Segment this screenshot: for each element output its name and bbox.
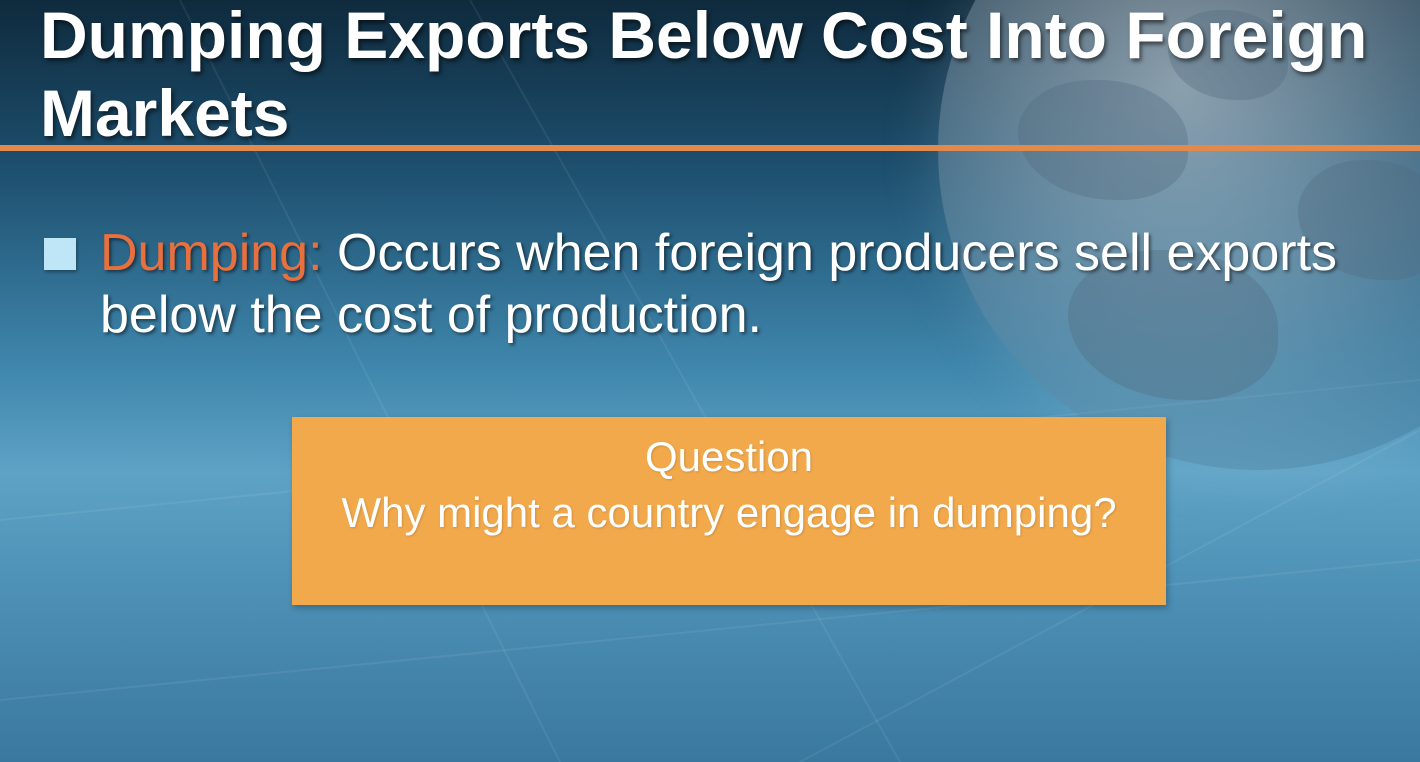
globe-graphic [938, 0, 1420, 470]
question-box: Question Why might a country engage in d… [292, 417, 1166, 605]
title-divider [0, 145, 1420, 151]
bullet-term: Dumping: [100, 224, 323, 282]
bullet-definition: Occurs when foreign producers sell expor… [100, 224, 1338, 344]
slide-title: Dumping Exports Below Cost Into Foreign … [40, 0, 1368, 150]
square-bullet-icon [44, 238, 76, 270]
question-body: Why might a country engage in dumping? [341, 489, 1117, 536]
bullet-text: Dumping: Occurs when foreign producers s… [100, 222, 1390, 346]
question-heading: Question [644, 433, 814, 480]
